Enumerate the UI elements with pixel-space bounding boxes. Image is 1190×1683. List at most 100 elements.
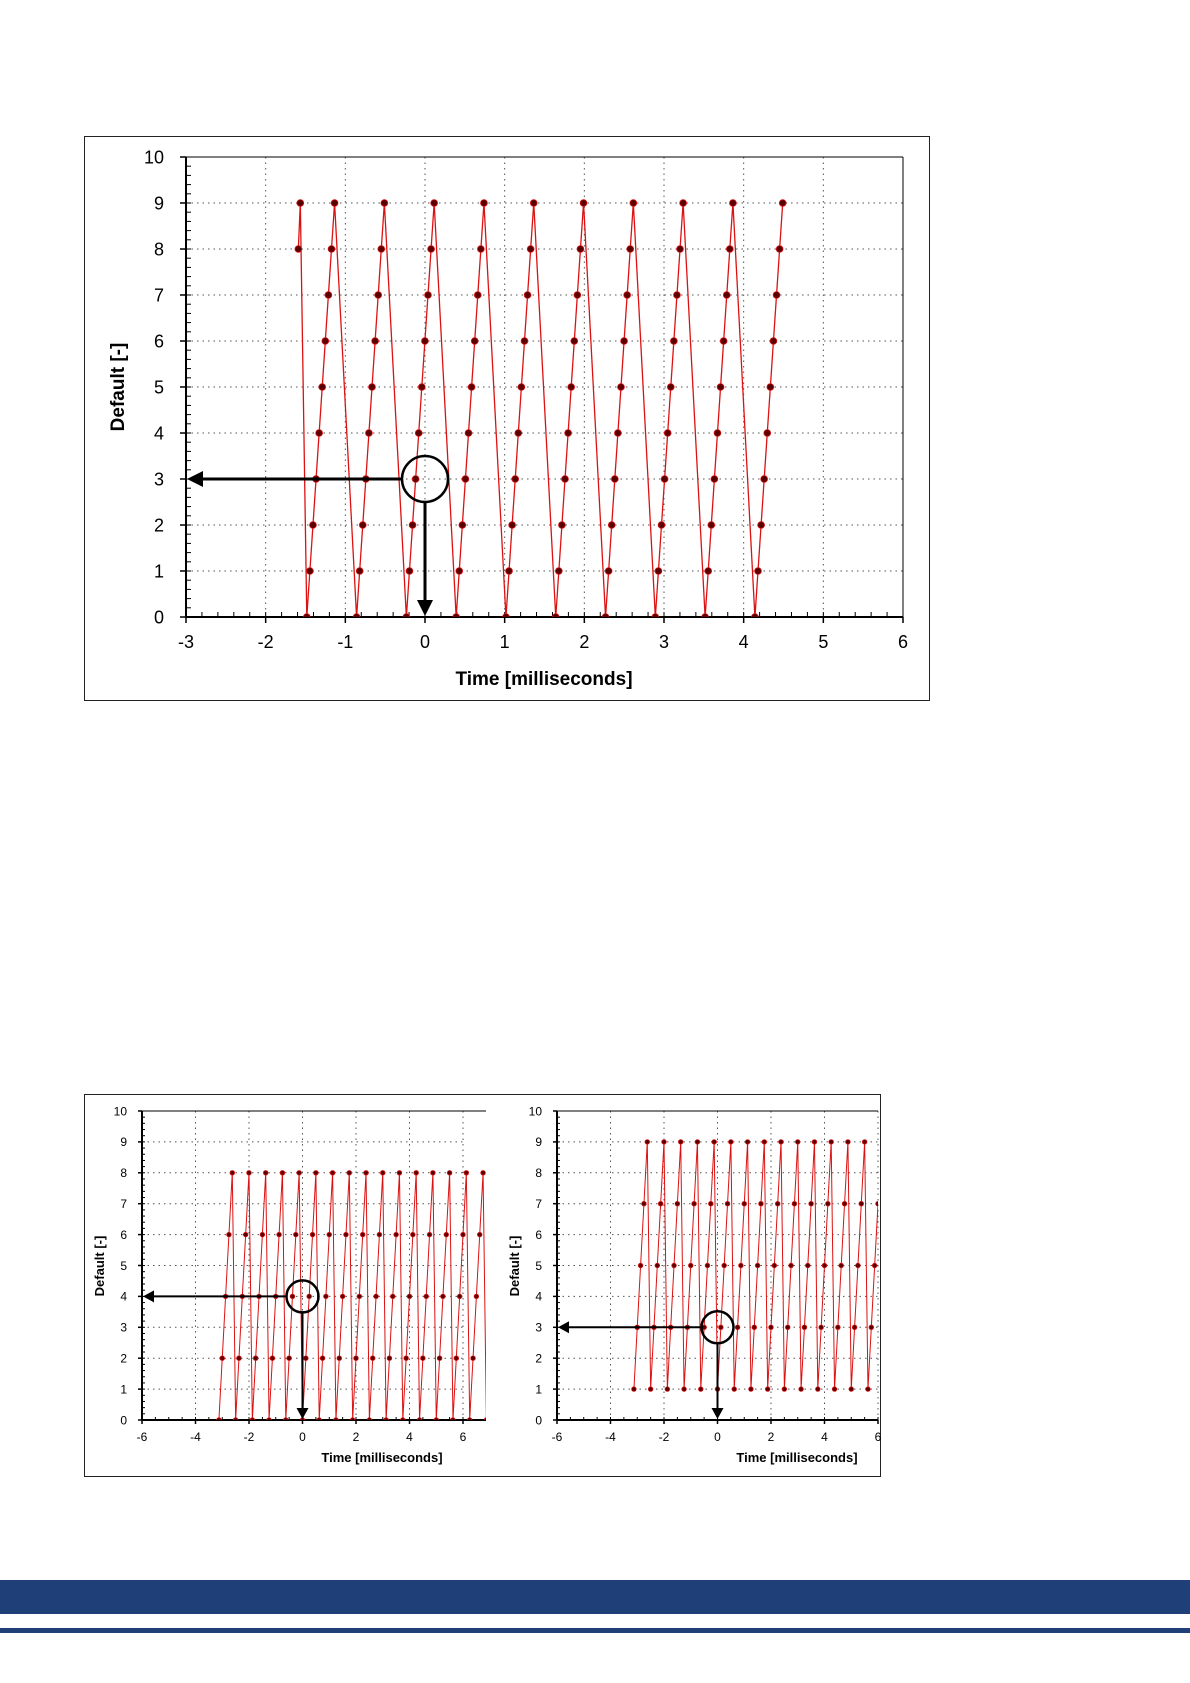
data-point bbox=[470, 337, 479, 345]
data-point bbox=[269, 1355, 276, 1361]
x-tick-label: -2 bbox=[244, 1430, 255, 1444]
data-point bbox=[336, 1355, 342, 1361]
y-tick-label: 7 bbox=[154, 285, 164, 305]
data-point bbox=[663, 429, 672, 437]
data-point bbox=[453, 1355, 460, 1361]
series-line bbox=[297, 202, 784, 617]
data-point bbox=[316, 1417, 322, 1420]
data-point bbox=[514, 429, 523, 437]
data-point bbox=[232, 1417, 239, 1420]
data-point bbox=[321, 337, 330, 345]
y-tick-label: 0 bbox=[535, 1413, 542, 1427]
data-point bbox=[349, 1417, 356, 1420]
data-point bbox=[729, 199, 737, 207]
y-tick-label: 9 bbox=[154, 193, 164, 213]
data-point bbox=[768, 1324, 774, 1330]
data-point bbox=[679, 199, 687, 207]
data-point bbox=[294, 245, 303, 253]
data-point bbox=[343, 1231, 349, 1238]
x-tick-label: 3 bbox=[659, 632, 669, 652]
y-tick-label: 8 bbox=[154, 239, 164, 259]
data-point bbox=[306, 1293, 312, 1300]
series-group bbox=[216, 1170, 486, 1420]
data-point bbox=[701, 613, 709, 617]
x-tick-label: -4 bbox=[605, 1430, 616, 1444]
data-point bbox=[654, 1262, 661, 1269]
data-point bbox=[769, 337, 778, 345]
data-point bbox=[327, 245, 336, 253]
data-point bbox=[778, 199, 787, 207]
data-point bbox=[411, 475, 420, 483]
data-point bbox=[242, 1231, 249, 1238]
y-tick-label: 1 bbox=[154, 561, 164, 581]
data-point bbox=[452, 613, 460, 617]
y-tick-label: 4 bbox=[535, 1290, 542, 1304]
data-point bbox=[309, 521, 317, 529]
data-point bbox=[666, 383, 675, 391]
data-point bbox=[323, 1293, 329, 1300]
data-point bbox=[681, 1386, 687, 1392]
data-point bbox=[446, 1170, 453, 1176]
data-point bbox=[691, 1200, 697, 1207]
data-point bbox=[748, 1386, 754, 1392]
data-point bbox=[607, 521, 616, 529]
data-point bbox=[455, 567, 464, 575]
y-tick-label: 8 bbox=[535, 1166, 542, 1180]
data-point bbox=[505, 567, 513, 575]
data-point bbox=[688, 1262, 694, 1269]
data-point bbox=[386, 1355, 393, 1361]
data-point bbox=[754, 1262, 761, 1269]
data-point bbox=[436, 1355, 443, 1361]
data-point bbox=[561, 475, 569, 483]
data-point bbox=[678, 1139, 684, 1145]
data-point bbox=[371, 337, 379, 345]
data-point bbox=[707, 521, 716, 529]
data-point bbox=[473, 291, 482, 299]
data-point bbox=[726, 245, 734, 253]
data-point bbox=[617, 383, 625, 391]
data-point bbox=[356, 1293, 363, 1300]
arrow-head-left bbox=[558, 1321, 569, 1334]
chart-3: -6 -4 -2 0 2 4 6 0 1 2 3 4 5 6 7 8 9 10 Time [milliseconds… bbox=[507, 1104, 882, 1465]
data-point bbox=[383, 1417, 389, 1420]
data-point bbox=[731, 1386, 737, 1392]
data-point bbox=[410, 1231, 416, 1238]
data-point bbox=[480, 199, 488, 207]
data-point bbox=[774, 1200, 781, 1207]
y-tick-label: 3 bbox=[120, 1321, 127, 1335]
data-point bbox=[698, 1386, 704, 1392]
x-tick-label: 0 bbox=[299, 1430, 306, 1444]
data-point bbox=[467, 383, 476, 391]
data-point bbox=[460, 1231, 466, 1238]
data-point bbox=[373, 1293, 379, 1300]
data-point bbox=[405, 567, 414, 575]
x-tick-label: 2 bbox=[579, 632, 589, 652]
data-point bbox=[249, 1417, 256, 1420]
data-point bbox=[477, 245, 485, 253]
data-point bbox=[216, 1417, 222, 1420]
data-point bbox=[450, 1417, 456, 1420]
data-point bbox=[263, 1170, 269, 1176]
x-tick-label: 6 bbox=[898, 632, 908, 652]
data-point bbox=[555, 567, 563, 575]
data-point bbox=[861, 1139, 868, 1145]
x-tick-label: 2 bbox=[768, 1430, 775, 1444]
data-point bbox=[480, 1170, 486, 1176]
data-point bbox=[785, 1324, 791, 1330]
x-tick-label: 4 bbox=[406, 1430, 413, 1444]
y-tick-label: 8 bbox=[120, 1166, 127, 1180]
data-point bbox=[424, 291, 432, 299]
data-point bbox=[333, 1417, 339, 1420]
data-point bbox=[708, 1200, 714, 1207]
y-tick-label: 6 bbox=[154, 331, 164, 351]
data-point bbox=[483, 1417, 486, 1420]
data-point bbox=[470, 1355, 476, 1361]
y-tick-label: 5 bbox=[120, 1259, 127, 1273]
data-point bbox=[420, 1355, 426, 1361]
data-point bbox=[418, 383, 426, 391]
data-point bbox=[413, 1170, 419, 1176]
data-point bbox=[623, 291, 631, 299]
x-axis-label: Time [milliseconds] bbox=[455, 669, 632, 690]
data-point bbox=[466, 1417, 473, 1420]
